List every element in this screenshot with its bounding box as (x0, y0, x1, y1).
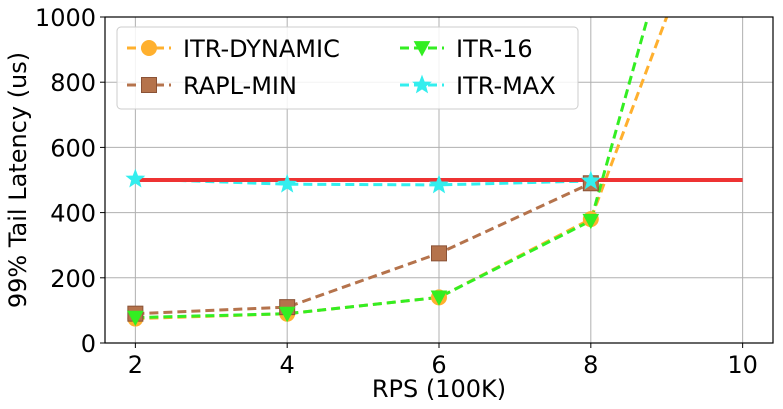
x-tick-label: 6 (431, 351, 446, 379)
x-tick-label: 10 (727, 351, 758, 379)
legend-label: ITR-DYNAMIC (183, 35, 340, 63)
y-tick-label: 1000 (35, 4, 96, 32)
data-point-itr-max (429, 174, 449, 194)
legend-marker (412, 74, 432, 94)
x-tick-label: 4 (280, 351, 295, 379)
plot-frame (104, 16, 774, 344)
y-tick-label: 0 (81, 330, 96, 358)
legend-label: RAPL-MIN (183, 72, 297, 100)
legend-label: ITR-MAX (456, 72, 556, 100)
series-line-itr-16 (135, 17, 650, 320)
tick-labels: 2 4 6 8 10 0 200 400 600 800 1000 (35, 4, 758, 379)
x-axis-title: RPS (100K) (372, 375, 506, 403)
data-point-rapl-min (431, 245, 447, 262)
x-tick-label: 8 (583, 351, 598, 379)
legend-marker (141, 40, 157, 56)
data-point-itr-16 (430, 290, 448, 306)
data-point-itr-max (580, 170, 601, 190)
data-point-itr-16 (127, 310, 144, 327)
y-tick-label: 400 (50, 200, 96, 228)
data-point-itr-max (277, 173, 298, 193)
x-tick-label: 2 (128, 351, 143, 379)
marker-layer (125, 168, 601, 327)
legend-label: ITR-16 (456, 35, 533, 63)
y-tick-label: 800 (50, 69, 96, 97)
legend-marker (141, 77, 157, 93)
series-line-rapl-min (135, 181, 592, 316)
data-point-itr-max (125, 168, 146, 188)
legend-marker (413, 41, 431, 57)
y-axis-title: 99% Tail Latency (us) (4, 52, 32, 308)
data-point-itr-16 (278, 306, 296, 323)
y-tick-label: 200 (50, 265, 96, 293)
y-tick-label: 600 (50, 134, 96, 162)
legend-box (116, 26, 579, 110)
legend: ITR-DYNAMIC RAPL-MIN ITR-16 ITR-MAX (116, 26, 579, 110)
data-point-itr-16 (582, 213, 600, 230)
